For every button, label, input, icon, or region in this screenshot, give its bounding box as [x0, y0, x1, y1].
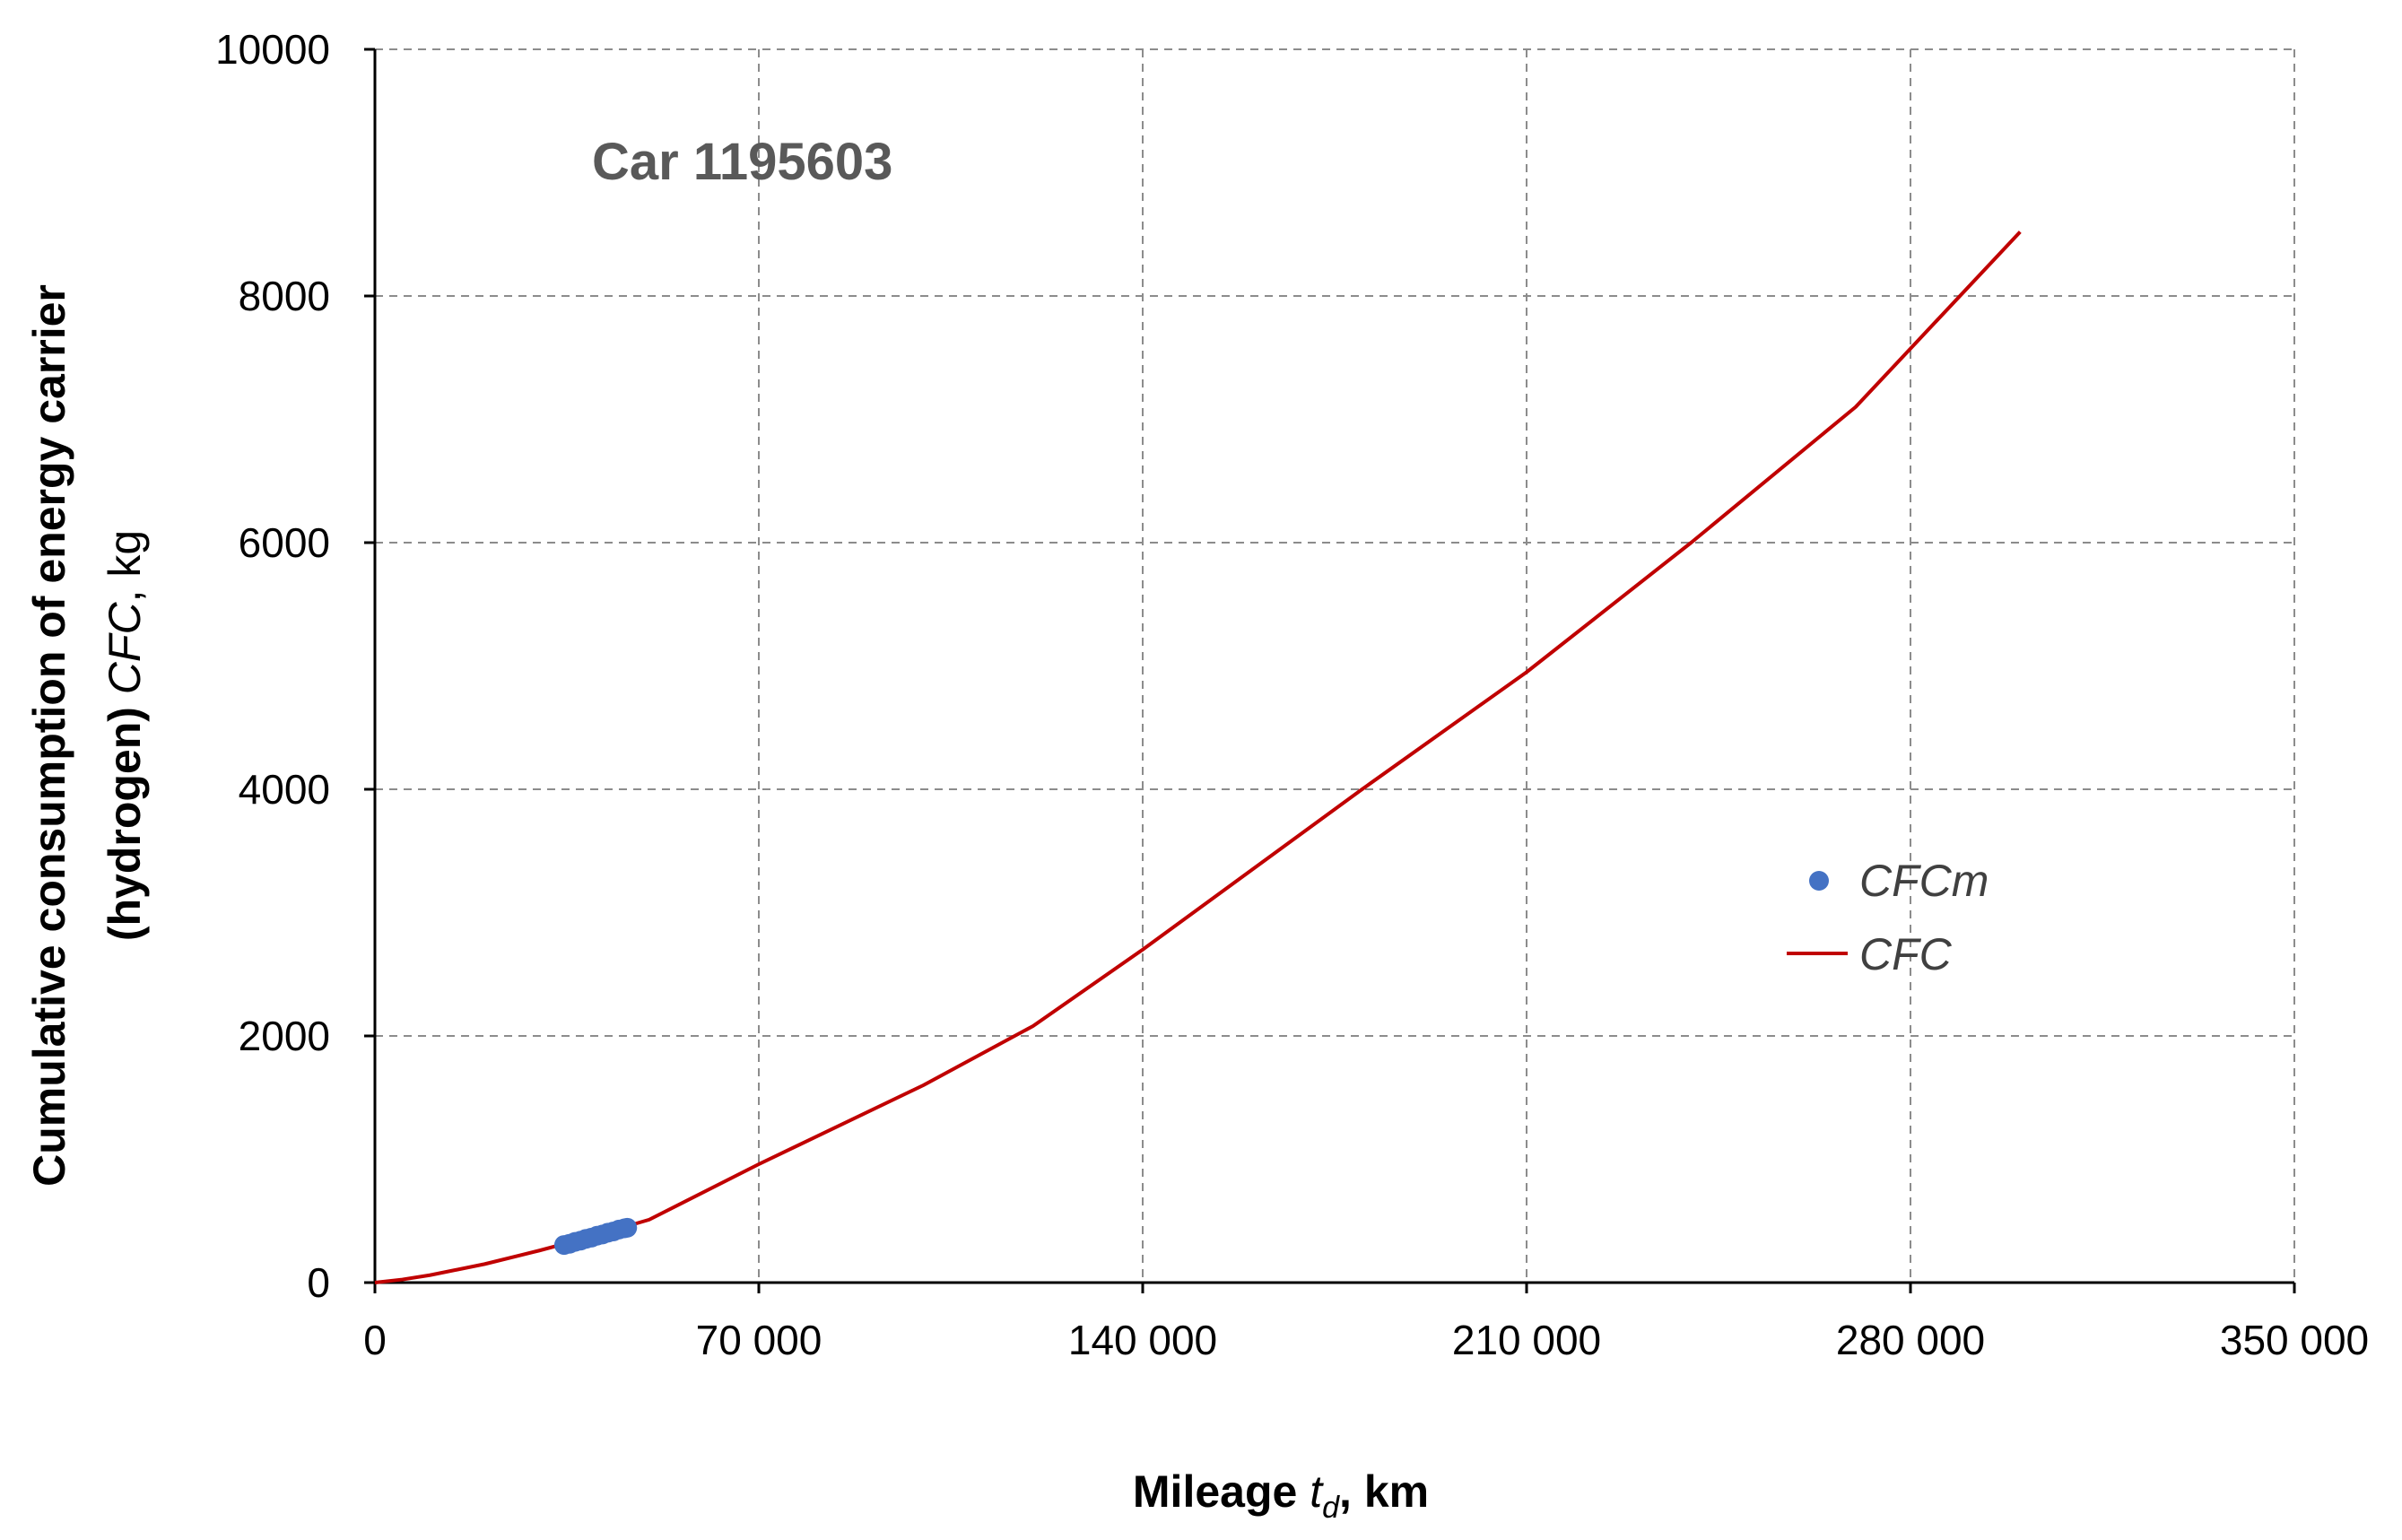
y-axis-title-unit: , kg [100, 530, 150, 603]
axes [364, 48, 2296, 1293]
y-tick-labels: 0 2000 4000 6000 8000 10000 [215, 26, 330, 1306]
series-line-cfc [374, 231, 2022, 1284]
y-axis-title-prefix: (hydrogen) [100, 694, 150, 941]
y-axis-title-line2: (hydrogen) CFC, kg [100, 530, 150, 941]
y-tick-label: 2000 [239, 1013, 330, 1059]
y-axis-title-var: CFC [100, 602, 150, 695]
x-tick-label: 70 000 [696, 1317, 822, 1363]
legend-marker-cfcm [1809, 871, 1829, 891]
y-axis-title: Cumulative consumption of energy carrier… [24, 284, 150, 1187]
x-tick-label: 0 [363, 1317, 387, 1363]
x-axis-title-main: Mileage [1133, 1466, 1310, 1517]
y-tick-label: 4000 [239, 766, 330, 813]
legend-label-cfcm: CFCm [1859, 856, 1989, 906]
legend-label-cfc: CFC [1859, 929, 1953, 979]
x-tick-labels: 0 70 000 140 000 210 000 280 000 350 000 [363, 1317, 2369, 1363]
x-tick-label: 210 000 [1452, 1317, 1601, 1363]
y-tick-label: 6000 [239, 519, 330, 566]
grid-lines [375, 48, 2295, 1283]
x-tick-label: 140 000 [1068, 1317, 1217, 1363]
x-tick-label: 350 000 [2220, 1317, 2369, 1363]
legend-item-cfc: CFC [1787, 929, 1953, 979]
x-axis-title-unit: , km [1339, 1466, 1429, 1517]
y-tick-label: 10000 [215, 26, 330, 73]
plot-series [374, 231, 2022, 1284]
data-point-cfcm [617, 1217, 638, 1238]
chart-annotation: Car 1195603 [592, 133, 892, 191]
legend-item-cfcm: CFCm [1809, 856, 1989, 906]
x-axis-title-var: t [1310, 1466, 1324, 1517]
y-tick-label: 8000 [239, 273, 330, 319]
x-axis-title: Mileage td, km [1133, 1466, 1429, 1525]
y-tick-label: 0 [307, 1259, 330, 1306]
x-axis-title-sub: d [1322, 1491, 1340, 1525]
x-tick-label: 280 000 [1836, 1317, 1985, 1363]
y-axis-title-line1: Cumulative consumption of energy carrier [24, 284, 74, 1187]
legend: CFCm CFC [1787, 856, 1989, 979]
